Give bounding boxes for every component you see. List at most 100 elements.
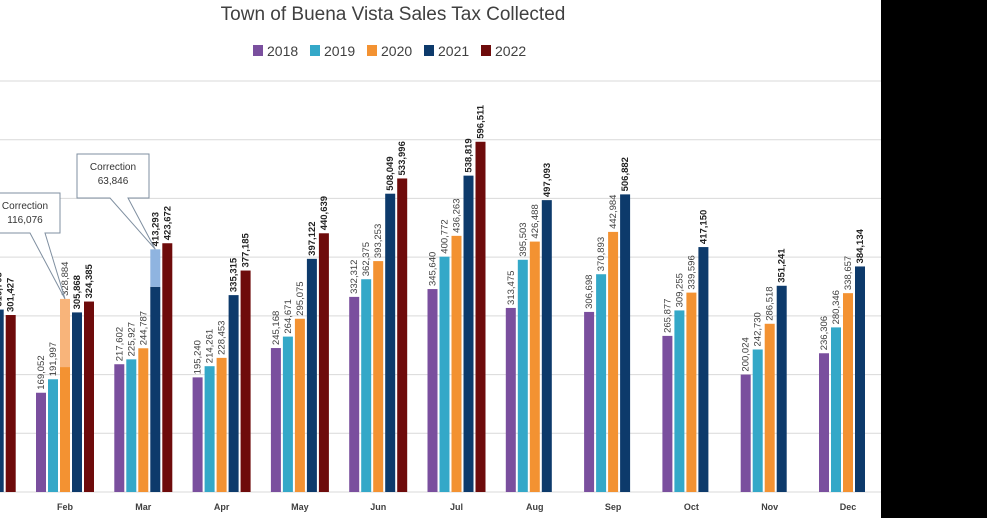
data-labels: 310,703 301,427 169,052 191,997 328,884 305,8… xyxy=(0,104,866,390)
bar-feb-2019 xyxy=(48,379,58,492)
bar-apr-2018 xyxy=(192,377,203,492)
legend-label-2022: 2022 xyxy=(495,43,526,59)
data-label-apr-2018: 195,240 xyxy=(193,340,204,374)
data-label-jun-2018: 332,312 xyxy=(349,260,360,294)
bar-sep-2021 xyxy=(620,194,631,492)
callout-text: 116,076 xyxy=(7,215,43,226)
data-label-dec-2018: 236,306 xyxy=(819,316,830,350)
bar-feb-2018 xyxy=(36,392,46,492)
bar-may-2022 xyxy=(318,233,329,492)
bars xyxy=(0,141,865,493)
data-label-may-2021: 397,122 xyxy=(307,221,318,255)
data-label-may-2020: 295,075 xyxy=(295,281,306,315)
data-label-oct-2018: 265,877 xyxy=(662,299,673,333)
data-label-jul-2022: 596,511 xyxy=(476,104,487,139)
legend-swatch-2018 xyxy=(253,45,263,56)
bar-correction-mar-2021 xyxy=(150,249,161,287)
sales-tax-chart: Town of Buena Vista Sales Tax Collected … xyxy=(0,4,881,512)
data-label-feb-2018: 169,052 xyxy=(36,355,47,389)
bar-jul-2022 xyxy=(475,141,486,493)
bar-dec-2021 xyxy=(855,266,865,492)
chart-title: Town of Buena Vista Sales Tax Collected xyxy=(221,4,566,25)
data-label-apr-2022: 377,185 xyxy=(241,232,252,267)
data-label-jun-2019: 362,375 xyxy=(361,242,372,276)
data-label-feb-2021: 305,868 xyxy=(72,275,83,309)
black-side-panel xyxy=(881,0,987,518)
data-label-mar-2020: 244,787 xyxy=(138,311,149,345)
bar-may-2019 xyxy=(282,336,293,492)
bar-nov-2020 xyxy=(764,323,775,492)
month-label-feb: Feb xyxy=(57,502,74,512)
bar-jul-2018 xyxy=(427,289,438,492)
bar-may-2021 xyxy=(306,258,317,492)
bar-jul-2021 xyxy=(463,175,474,492)
data-label-oct-2020: 339,596 xyxy=(686,255,697,289)
bar-aug-2018 xyxy=(505,307,516,492)
legend-swatch-2021 xyxy=(424,45,434,56)
bar-sep-2019 xyxy=(596,274,607,492)
data-label-apr-2021: 335,315 xyxy=(229,257,240,292)
legend-swatch-2019 xyxy=(310,45,320,56)
data-label-oct-2021: 417,150 xyxy=(698,210,709,244)
bar-jun-2019 xyxy=(361,279,372,492)
bar-jun-2021 xyxy=(385,193,396,493)
bar-apr-2019 xyxy=(204,366,215,492)
data-label-jan-2022: 301,427 xyxy=(6,278,17,312)
month-label-apr: Apr xyxy=(214,502,230,512)
data-label-jul-2019: 400,772 xyxy=(440,219,451,253)
data-label-aug-2018: 313,475 xyxy=(506,271,517,305)
legend-label-2020: 2020 xyxy=(381,43,412,59)
month-label-dec: Dec xyxy=(840,502,857,512)
data-label-mar-2021: 413,293 xyxy=(150,212,161,246)
legend-label-2021: 2021 xyxy=(438,43,469,59)
data-label-jun-2020: 393,253 xyxy=(373,224,384,258)
data-label-oct-2019: 309,255 xyxy=(674,273,685,307)
data-label-jul-2021: 538,819 xyxy=(464,138,475,172)
bar-mar-2020 xyxy=(138,348,149,492)
bar-may-2020 xyxy=(294,318,305,492)
bar-jan-2021 xyxy=(0,309,4,492)
bar-jun-2022 xyxy=(397,178,408,492)
legend-label-2018: 2018 xyxy=(267,43,298,59)
bar-jul-2020 xyxy=(451,235,462,492)
data-label-jul-2018: 345,640 xyxy=(428,252,439,286)
month-label-jul: Jul xyxy=(450,502,463,512)
data-label-nov-2019: 242,730 xyxy=(753,312,764,346)
legend: 2018 2019 2020 2021 2022 xyxy=(253,43,526,59)
bar-jan-2022 xyxy=(5,315,16,492)
bar-dec-2018 xyxy=(819,353,829,492)
data-label-feb-2022: 324,385 xyxy=(84,263,95,298)
bar-aug-2019 xyxy=(517,259,528,492)
month-label-mar: Mar xyxy=(135,502,152,512)
data-label-apr-2020: 228,453 xyxy=(217,321,228,355)
month-label-aug: Aug xyxy=(526,502,544,512)
data-label-mar-2022: 423,672 xyxy=(162,206,173,240)
bar-oct-2019 xyxy=(674,310,685,492)
bar-correction-feb-2020 xyxy=(60,298,70,368)
bar-dec-2020 xyxy=(843,293,853,492)
data-label-sep-2020: 442,984 xyxy=(608,195,619,229)
data-label-sep-2021: 506,882 xyxy=(620,157,631,191)
data-label-aug-2020: 426,488 xyxy=(530,204,541,238)
annotations: Correction 116,076 Correction 63,846 xyxy=(0,153,156,300)
bar-jul-2019 xyxy=(439,256,450,492)
data-label-may-2019: 264,671 xyxy=(283,299,294,333)
data-label-dec-2019: 280,346 xyxy=(831,290,842,324)
data-label-may-2018: 245,168 xyxy=(271,311,282,345)
bar-sep-2020 xyxy=(608,231,619,493)
bar-apr-2020 xyxy=(216,357,227,492)
data-label-jun-2022: 533,996 xyxy=(397,141,408,175)
bar-oct-2018 xyxy=(662,335,673,492)
callout-text: Correction xyxy=(90,162,136,173)
month-label-sep: Sep xyxy=(605,502,622,512)
bar-oct-2021 xyxy=(698,247,709,492)
data-label-mar-2018: 217,602 xyxy=(114,327,125,361)
correction-callout-feb: Correction 116,076 xyxy=(0,192,66,300)
bar-mar-2022 xyxy=(162,243,173,492)
month-label-nov: Nov xyxy=(761,502,778,512)
bar-feb-2022 xyxy=(84,301,94,492)
bar-dec-2019 xyxy=(831,327,841,492)
month-label-jun: Jun xyxy=(370,502,386,512)
bar-sep-2018 xyxy=(584,311,595,492)
data-label-jun-2021: 508,049 xyxy=(385,156,396,190)
